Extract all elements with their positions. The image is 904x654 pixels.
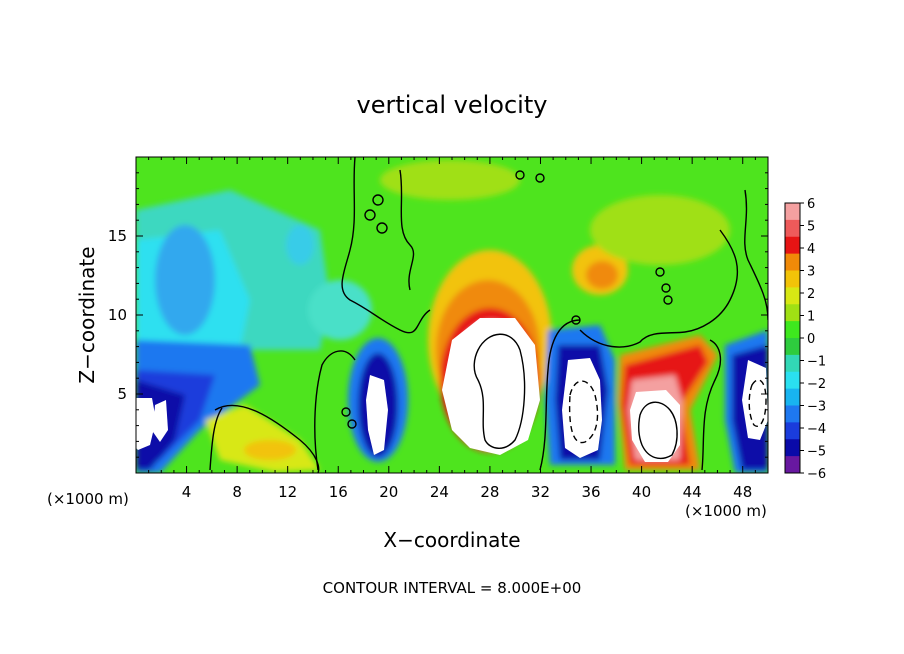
x-tick-label: 28 <box>480 483 499 501</box>
contour-zero-upper-right <box>579 229 739 348</box>
contour-ring-10 <box>515 170 525 180</box>
contour-ring-3 <box>376 222 388 234</box>
blob-cyan-spot <box>286 225 314 265</box>
x-tick-label: 32 <box>531 483 550 501</box>
x-tick-label: 12 <box>278 483 297 501</box>
x-tick-label: 20 <box>379 483 398 501</box>
colorbar-label: −3 <box>807 400 826 415</box>
colorbar: 6 5 4 3 2 1 0 −1 −2 −3 −4 −5 −6 <box>784 197 826 482</box>
colorbar-label: 3 <box>807 265 815 280</box>
contour-ring-7 <box>571 315 581 325</box>
contour-ring-6 <box>663 295 673 305</box>
colorbar-label: −2 <box>807 377 826 392</box>
contour-8-x41 <box>637 401 678 460</box>
core-right-edge <box>742 360 768 440</box>
colorbar-swatch <box>785 354 800 373</box>
contour-ring-1 <box>372 194 384 206</box>
contour-neg8-x35 <box>568 380 599 444</box>
colorbar-swatch <box>785 236 800 255</box>
contour-neg8-right <box>748 379 767 427</box>
colorbar-swatch <box>785 388 800 406</box>
x-tick-label: 36 <box>581 483 600 501</box>
x-tick-label: 48 <box>733 483 752 501</box>
contour-8-x28 <box>473 333 526 449</box>
colorbar-label: −5 <box>807 445 826 460</box>
core-x28 <box>442 318 540 455</box>
contour-zero-right <box>744 189 768 321</box>
y-tick-label: 5 <box>117 385 127 403</box>
core-x35 <box>562 358 602 458</box>
contour-zero-x16 <box>314 350 356 471</box>
colorbar-swatch <box>785 439 800 457</box>
y-tick-label: 10 <box>108 306 127 324</box>
x-tick-label: 8 <box>232 483 242 501</box>
contour-ring-9 <box>341 407 351 417</box>
colorbar-label: 5 <box>807 220 815 235</box>
colorbar-swatch <box>785 304 800 322</box>
blob-orange-tongue <box>244 440 296 460</box>
colorbar-label: −4 <box>807 422 826 437</box>
y-axis-label: Z−coordinate <box>75 246 99 383</box>
chart-title: vertical velocity <box>357 91 548 119</box>
core-left-edge <box>136 398 156 450</box>
contour-interval-note: CONTOUR INTERVAL = 8.000E+00 <box>323 579 582 597</box>
contour-ring-2 <box>364 209 376 221</box>
colorbar-label: 2 <box>807 287 815 302</box>
colorbar-swatch <box>785 203 800 221</box>
colorbar-label: 0 <box>807 332 815 347</box>
contour-zero-upper-mid-2 <box>399 169 415 291</box>
colorbar-label: −6 <box>807 467 826 482</box>
x-unit-right: (×1000 m) <box>685 502 767 520</box>
heatmap-field <box>136 157 768 473</box>
colorbar-label: 4 <box>807 242 815 257</box>
x-tick-label: 16 <box>329 483 348 501</box>
x-axis: 4 8 12 16 20 24 28 32 36 40 44 48 <box>148 157 756 501</box>
blob-lightgreen-right <box>590 195 730 265</box>
contour-ring-5 <box>661 283 671 293</box>
colorbar-label: 1 <box>807 310 815 325</box>
core-left-2 <box>153 400 168 442</box>
x-tick-label: 40 <box>632 483 651 501</box>
colorbar-swatch <box>785 456 800 474</box>
contour-zero-upper-mid <box>341 157 431 334</box>
colorbar-swatch <box>785 253 800 271</box>
contour-ring-4 <box>655 267 665 277</box>
contour-lines <box>209 157 768 473</box>
colorbar-swatch <box>785 287 800 305</box>
colorbar-swatch <box>785 371 800 390</box>
x-unit-left: (×1000 m) <box>47 490 129 508</box>
blob-lightgreen-upper <box>380 160 520 200</box>
colorbar-swatch <box>785 405 800 423</box>
colorbar-label: −1 <box>807 355 826 370</box>
core-x19 <box>366 375 388 455</box>
blob-blue-column <box>155 225 215 335</box>
x-tick-label: 24 <box>430 483 449 501</box>
x-tick-label: 4 <box>182 483 192 501</box>
colorbar-swatch <box>785 338 800 356</box>
contour-zero-left-2 <box>209 407 223 471</box>
colorbar-swatch <box>785 321 800 339</box>
colorbar-swatch <box>785 270 800 288</box>
contour-ring-11 <box>535 173 545 183</box>
contour-zero-left <box>214 404 320 473</box>
contour-zero-x43 <box>701 339 722 471</box>
contour-ring-8 <box>347 419 357 429</box>
colorbar-swatch <box>785 422 800 440</box>
blob-cyan-mid <box>308 280 372 340</box>
y-tick-label: 15 <box>108 227 127 245</box>
blob-orange-upper-right <box>586 261 618 289</box>
y-axis: 5 10 15 <box>108 172 768 458</box>
contour-zero-x32 <box>539 319 581 471</box>
colorbar-label: 6 <box>807 197 815 212</box>
colorbar-swatch <box>785 219 800 238</box>
x-axis-label: X−coordinate <box>383 528 520 552</box>
x-tick-label: 44 <box>683 483 702 501</box>
